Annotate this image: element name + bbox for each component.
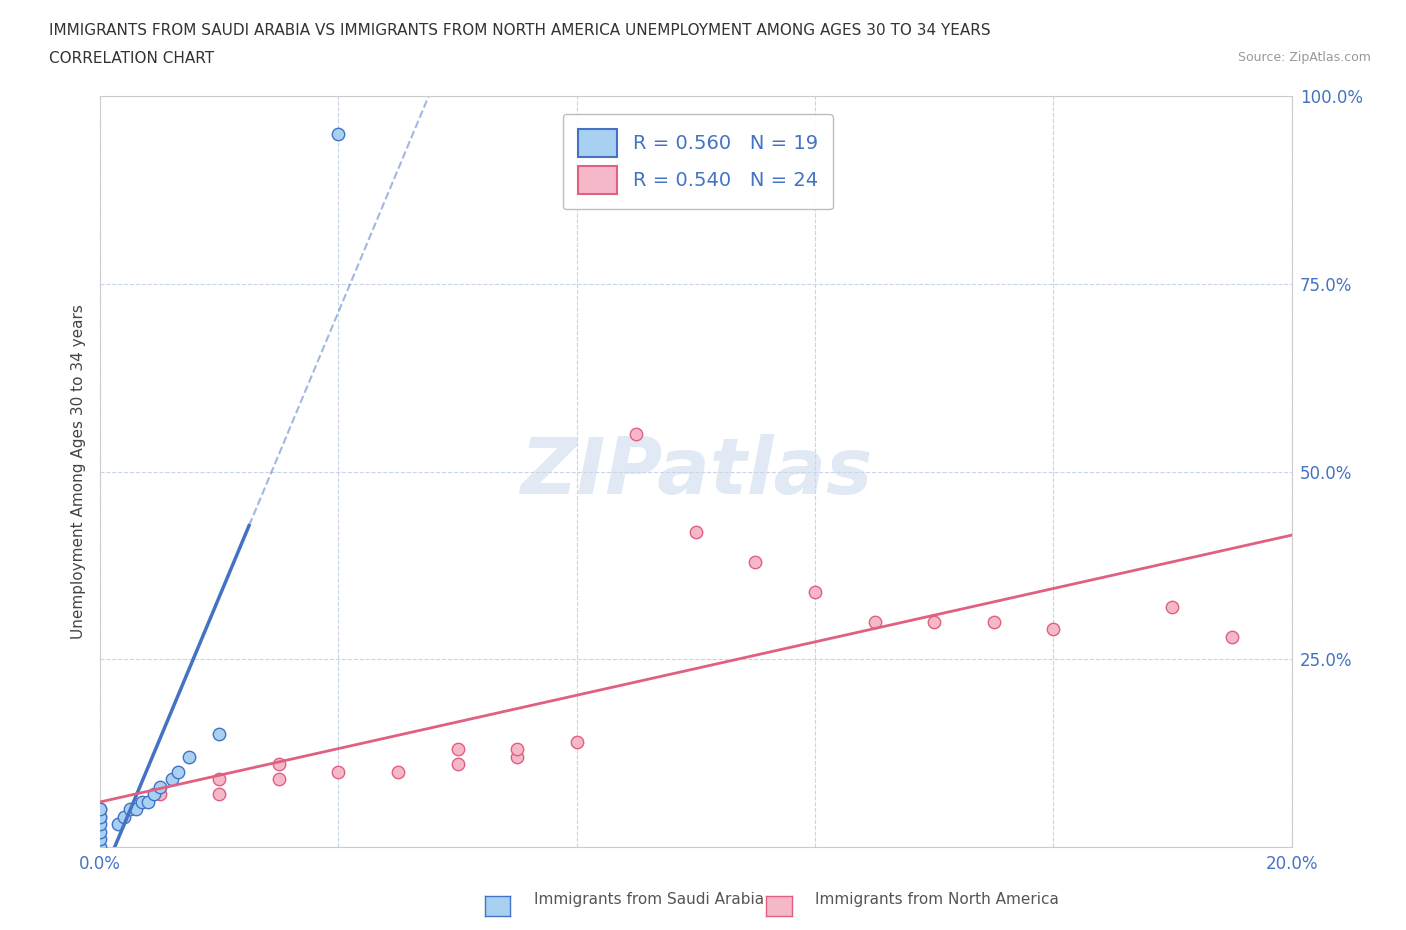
- Point: [446, 757, 468, 772]
- Text: Immigrants from North America: Immigrants from North America: [815, 892, 1059, 907]
- Point: [118, 802, 141, 817]
- Point: [89, 831, 111, 846]
- Point: [506, 750, 529, 764]
- Point: [1220, 630, 1243, 644]
- Point: [149, 787, 172, 802]
- Text: ZIPatlas: ZIPatlas: [520, 433, 872, 510]
- Point: [142, 787, 165, 802]
- Point: [89, 809, 111, 824]
- Point: [208, 727, 231, 742]
- Point: [565, 735, 588, 750]
- Point: [89, 802, 111, 817]
- Point: [89, 817, 111, 831]
- Point: [89, 840, 111, 855]
- Point: [166, 764, 188, 779]
- Point: [112, 809, 135, 824]
- Point: [328, 126, 350, 141]
- Point: [208, 787, 231, 802]
- Point: [387, 764, 409, 779]
- Point: [1161, 599, 1184, 614]
- Point: [179, 750, 201, 764]
- Point: [922, 614, 945, 629]
- Y-axis label: Unemployment Among Ages 30 to 34 years: Unemployment Among Ages 30 to 34 years: [72, 304, 86, 639]
- Point: [125, 802, 148, 817]
- Text: CORRELATION CHART: CORRELATION CHART: [49, 51, 214, 66]
- Point: [267, 772, 290, 787]
- Point: [863, 614, 886, 629]
- Point: [89, 802, 111, 817]
- Point: [1042, 622, 1064, 637]
- Point: [208, 772, 231, 787]
- Legend: R = 0.560   N = 19, R = 0.540   N = 24: R = 0.560 N = 19, R = 0.540 N = 24: [562, 113, 834, 209]
- Point: [267, 757, 290, 772]
- Text: Source: ZipAtlas.com: Source: ZipAtlas.com: [1237, 51, 1371, 64]
- Point: [89, 809, 111, 824]
- Point: [89, 824, 111, 839]
- Point: [685, 525, 707, 539]
- Point: [149, 779, 172, 794]
- Point: [328, 764, 350, 779]
- Point: [131, 794, 153, 809]
- Point: [107, 817, 129, 831]
- Text: IMMIGRANTS FROM SAUDI ARABIA VS IMMIGRANTS FROM NORTH AMERICA UNEMPLOYMENT AMONG: IMMIGRANTS FROM SAUDI ARABIA VS IMMIGRAN…: [49, 23, 991, 38]
- Point: [744, 554, 766, 569]
- Point: [983, 614, 1005, 629]
- Text: Immigrants from Saudi Arabia: Immigrants from Saudi Arabia: [534, 892, 765, 907]
- Point: [160, 772, 183, 787]
- Point: [136, 794, 159, 809]
- Point: [804, 584, 827, 599]
- Point: [506, 742, 529, 757]
- Point: [446, 742, 468, 757]
- Point: [626, 427, 648, 442]
